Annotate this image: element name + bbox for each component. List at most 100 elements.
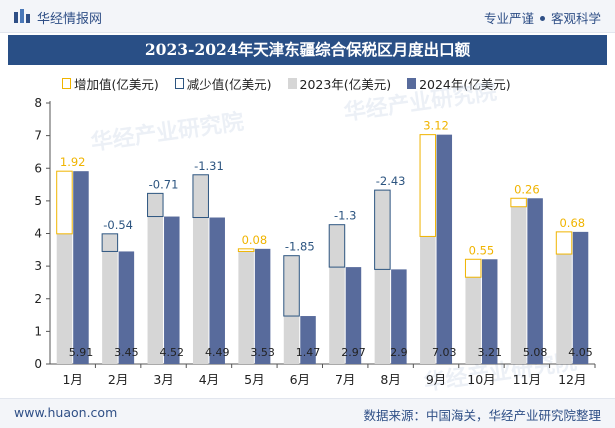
x-tick-label: 4月 <box>199 372 219 387</box>
change-label: 0.68 <box>559 216 585 230</box>
value-label: 5.91 <box>69 346 94 359</box>
change-label: -0.54 <box>103 218 133 232</box>
legend-label-increase: 增加值(亿美元) <box>74 77 159 92</box>
legend-item-2023: 2023年(亿美元) <box>287 74 392 93</box>
value-label: 5.08 <box>523 346 548 359</box>
x-tick-label: 7月 <box>335 372 355 387</box>
bar-2023 <box>420 236 436 364</box>
chart-title: 2023-2024年天津东疆综合保税区月度出口额 <box>8 35 607 65</box>
y-tick-label: 6 <box>34 161 42 175</box>
legend-label-2024: 2024年(亿美元) <box>419 77 511 92</box>
x-tick-label: 5月 <box>244 372 264 387</box>
legend-item-increase: 增加值(亿美元) <box>62 74 159 93</box>
change-label: 1.92 <box>60 155 86 169</box>
x-tick-label: 10月 <box>467 372 495 387</box>
y-tick-label: 0 <box>34 357 42 371</box>
x-tick-label: 3月 <box>153 372 173 387</box>
change-box-decrease <box>147 192 164 218</box>
legend-swatch-decrease <box>174 78 184 89</box>
change-label: 0.26 <box>514 182 540 196</box>
footer-website: www.huaon.com <box>14 405 118 420</box>
legend-label-decrease: 减少值(亿美元) <box>186 77 272 92</box>
bar-2023 <box>374 190 391 364</box>
change-box-increase <box>56 170 73 235</box>
change-label: -1.85 <box>285 240 315 254</box>
bar-2024 <box>481 259 498 364</box>
value-label: 4.52 <box>160 346 185 359</box>
change-box-increase <box>555 231 573 255</box>
legend-item-2024: 2024年(亿美元) <box>407 74 511 93</box>
value-label: 3.53 <box>250 346 275 359</box>
bar-2024 <box>300 316 316 364</box>
x-tick-label: 9月 <box>426 372 446 387</box>
value-label: 2.97 <box>341 346 366 359</box>
value-label: 1.47 <box>296 346 321 359</box>
legend-item-decrease: 减少值(亿美元) <box>174 74 272 93</box>
chart-plot: 华经产业研究院 华经产业研究院 华经产业研究院 0123456781.925.9… <box>34 79 596 396</box>
legend-swatch-2024 <box>407 78 417 89</box>
change-label: 0.55 <box>469 243 495 257</box>
legend-label-2023: 2023年(亿美元) <box>299 77 392 92</box>
bar-2023 <box>147 193 164 364</box>
y-tick-label: 4 <box>34 227 42 241</box>
value-label: 3.45 <box>114 346 139 359</box>
y-tick-label: 5 <box>34 194 42 208</box>
bar-2023 <box>510 206 527 364</box>
x-tick-label: 6月 <box>290 372 310 387</box>
change-label: 3.12 <box>423 119 449 133</box>
chart-legend: 增加值(亿美元) 减少值(亿美元) 2023年(亿美元) 2024年(亿美元) <box>62 74 523 92</box>
watermark-2: 华经产业研究院 <box>342 79 498 126</box>
change-box-decrease <box>101 233 119 252</box>
bar-2024 <box>73 171 89 364</box>
bar-2024 <box>118 251 135 364</box>
bar-2024 <box>572 231 589 364</box>
footer: www.huaon.com 数据来源：中国海关，华经产业研究院整理 <box>0 398 615 428</box>
x-tick-label: 12月 <box>558 372 586 387</box>
change-box-decrease <box>192 174 209 219</box>
bar-2024 <box>436 134 453 364</box>
change-label: -0.71 <box>149 177 179 191</box>
change-label: -1.3 <box>334 209 356 223</box>
value-label: 3.21 <box>477 346 502 359</box>
x-tick-label: 11月 <box>513 372 541 387</box>
watermark-1: 华经产业研究院 <box>89 109 245 156</box>
bar-2023 <box>102 233 118 364</box>
bar-2023 <box>56 233 73 364</box>
change-label: 0.08 <box>242 233 268 247</box>
bar-2023 <box>329 224 345 364</box>
bar-2023 <box>556 254 572 364</box>
value-label: 2.9 <box>390 346 408 359</box>
legend-swatch-2023 <box>287 78 297 89</box>
change-box-increase <box>510 197 527 208</box>
y-tick-label: 8 <box>34 96 42 110</box>
bar-2023 <box>283 255 300 364</box>
bar-2023 <box>238 251 254 364</box>
bar-2024 <box>164 216 180 364</box>
plot-area: 0 1 2 3 4 5 6 7 8 1.92 5.91 1月 -0.54 3.45 2月 -0.71 4.52 3… <box>34 96 596 387</box>
value-label: 4.49 <box>205 346 230 359</box>
tagline-left: 专业严谨 <box>483 11 534 26</box>
bar-2024 <box>527 198 543 364</box>
change-box-decrease <box>374 189 391 270</box>
logo-icon <box>14 9 30 23</box>
bar-2023 <box>192 174 209 364</box>
brand-name: 华经情报网 <box>37 12 103 27</box>
top-bar: 华经情报网 专业严谨 客观科学 <box>0 0 615 33</box>
change-label: -2.43 <box>376 174 406 188</box>
change-box-increase <box>419 134 437 237</box>
y-tick-label: 7 <box>34 129 42 143</box>
change-box-decrease <box>283 255 300 317</box>
y-tick-label: 2 <box>34 292 42 306</box>
legend-swatch-increase <box>62 78 71 89</box>
footer-source: 数据来源：中国海关，华经产业研究院整理 <box>363 408 601 423</box>
x-tick-label: 2月 <box>108 372 128 387</box>
value-label: 4.05 <box>568 346 593 359</box>
change-box-increase <box>464 258 482 278</box>
x-tick-label: 8月 <box>380 372 400 387</box>
y-tick-label: 3 <box>34 259 42 273</box>
value-label: 7.03 <box>432 346 457 359</box>
bar-2023 <box>465 277 481 364</box>
tagline-right: 客观科学 <box>550 11 601 26</box>
bar-2024 <box>345 267 362 364</box>
bar-2024 <box>391 269 407 364</box>
